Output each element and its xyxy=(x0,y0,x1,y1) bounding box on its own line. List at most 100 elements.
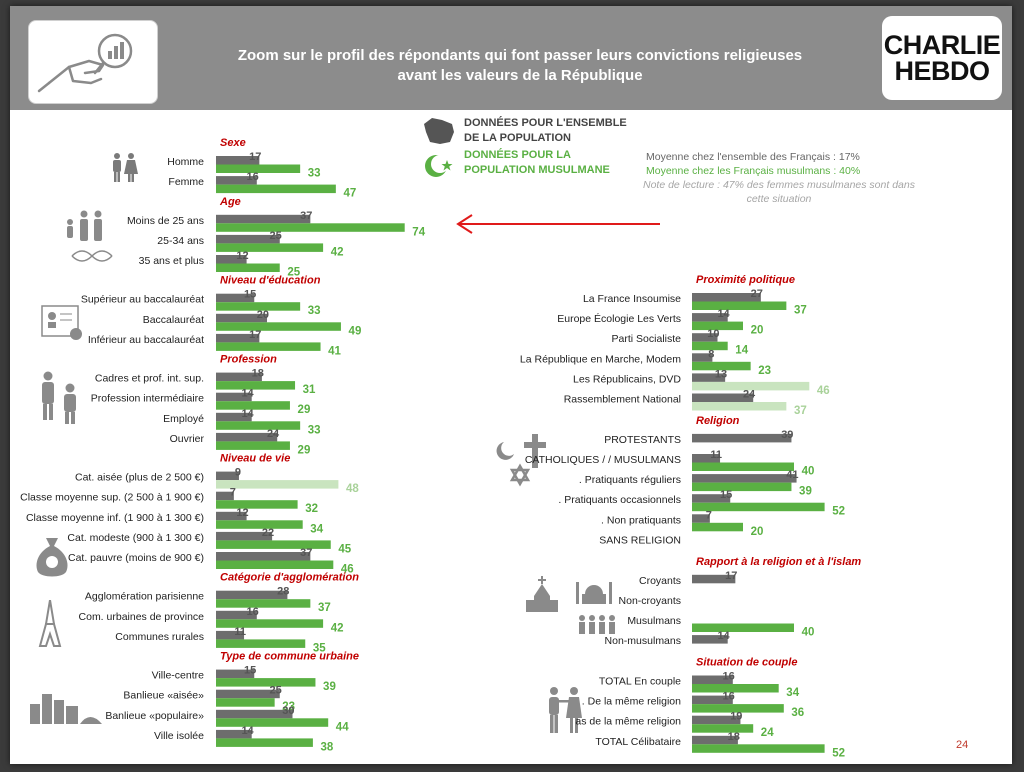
value-label-muslim: 37 xyxy=(794,305,807,317)
bar-all xyxy=(216,610,257,620)
value-label-muslim: 38 xyxy=(321,741,334,753)
section-title: Catégorie d'agglomération xyxy=(220,572,359,584)
value-label-muslim: 49 xyxy=(349,325,362,337)
bar-muslim xyxy=(216,540,331,549)
bar-all xyxy=(216,392,252,402)
row-label: Agglomération parisienne xyxy=(85,591,204,603)
bar-muslim xyxy=(216,599,311,608)
value-label-muslim: 14 xyxy=(735,345,748,357)
header-illustration xyxy=(28,20,158,104)
bar-muslim xyxy=(216,421,301,430)
value-label-muslim: 39 xyxy=(323,681,336,693)
section-title: Niveau d'éducation xyxy=(220,275,321,287)
bar-muslim xyxy=(216,381,296,390)
row-label: Supérieur au baccalauréat xyxy=(81,294,204,306)
legend-muslim: DONNÉES POUR LA POPULATION MUSULMANE xyxy=(464,148,610,178)
value-label-all: 15 xyxy=(244,665,256,677)
logo-text: CHARLIE HEBDO xyxy=(882,32,1002,85)
value-label-muslim: 33 xyxy=(308,424,321,436)
bar-all xyxy=(692,695,733,705)
bar-all xyxy=(216,669,255,679)
bar-muslim xyxy=(216,500,298,509)
value-label-muslim: 46 xyxy=(341,564,354,576)
bar-muslim xyxy=(692,381,810,391)
value-label-all: 17 xyxy=(725,570,737,582)
section-title: Sexe xyxy=(220,137,246,149)
row-label: Banlieue «aisée» xyxy=(123,690,204,702)
bar-muslim xyxy=(216,401,290,410)
section-title: Religion xyxy=(696,415,740,427)
row-label: Ville isolée xyxy=(154,730,204,742)
value-label-all: 25 xyxy=(270,685,282,697)
bar-all xyxy=(692,574,736,584)
bar-all xyxy=(216,729,252,739)
row-label: 25-34 ans xyxy=(157,235,204,247)
value-label-muslim: 37 xyxy=(318,602,331,614)
bar-muslim xyxy=(692,724,754,733)
row-label: Rassemblement National xyxy=(564,394,681,406)
bar-chart: Sexe Homme 17 33 Femme 16 47 Age Moins de 25 ans… xyxy=(20,137,861,759)
row-label: La République en Marche, Modem xyxy=(520,353,681,365)
bar-all xyxy=(216,234,280,244)
value-label-all: 37 xyxy=(300,547,312,559)
value-label-all: 16 xyxy=(723,671,735,683)
row-label: Profession intermédiaire xyxy=(91,393,204,405)
bar-muslim xyxy=(692,522,743,532)
value-label-all: 15 xyxy=(244,289,256,301)
row-label: as de la même religion xyxy=(575,716,681,728)
bar-all xyxy=(692,474,797,483)
value-label-muslim: 37 xyxy=(794,405,807,417)
value-label-muslim: 20 xyxy=(751,526,764,538)
bar-all xyxy=(692,393,754,402)
bar-all xyxy=(216,255,247,264)
section-title: Situation de couple xyxy=(696,657,797,669)
bar-all xyxy=(216,552,311,561)
row-label: Non-musulmans xyxy=(605,635,681,647)
religious-symbols-icon xyxy=(496,434,546,487)
family-dna-icon xyxy=(67,210,113,262)
row-label: 35 ans et plus xyxy=(139,255,204,267)
value-label-muslim: 36 xyxy=(791,707,804,719)
bar-muslim xyxy=(216,619,324,628)
value-label-all: 16 xyxy=(247,171,259,183)
value-label-all: 12 xyxy=(236,507,248,519)
section-title: Age xyxy=(219,196,241,208)
value-label-all: 16 xyxy=(247,606,259,618)
bar-all xyxy=(216,491,234,501)
diploma-icon xyxy=(41,305,82,340)
bar-muslim xyxy=(216,164,301,173)
bar-all xyxy=(216,214,311,224)
row-label: SANS RELIGION xyxy=(599,534,681,546)
money-bag-icon xyxy=(36,538,68,577)
value-label-muslim: 52 xyxy=(832,747,845,759)
value-label-all: 37 xyxy=(300,210,312,222)
bar-all xyxy=(216,471,239,481)
bar-muslim xyxy=(692,623,794,632)
eiffel-tower-icon xyxy=(38,600,62,647)
row-label: Classe moyenne sup. (2 500 à 1 900 €) xyxy=(20,492,204,504)
value-label-all: 28 xyxy=(277,586,289,598)
value-label-all: 18 xyxy=(252,368,264,380)
value-label-all: 22 xyxy=(262,527,274,539)
value-label-all: 30 xyxy=(282,705,294,717)
row-label: Non-croyants xyxy=(619,595,681,607)
page-title: Zoom sur le profil des répondants qui fo… xyxy=(160,46,880,86)
row-label: La France Insoumise xyxy=(583,293,681,305)
value-label-all: 14 xyxy=(241,725,254,737)
bar-all xyxy=(692,353,713,362)
bar-all xyxy=(216,412,252,422)
bar-muslim xyxy=(692,482,792,492)
value-label-all: 14 xyxy=(717,308,730,320)
hand-magnifier-icon xyxy=(37,33,133,93)
row-label: Baccalauréat xyxy=(143,314,204,326)
bar-all xyxy=(692,735,738,745)
value-label-muslim: 23 xyxy=(758,365,771,377)
bar-muslim xyxy=(216,738,313,747)
value-label-all: 7 xyxy=(706,509,712,521)
bar-muslim xyxy=(692,361,751,371)
row-label: Classe moyenne inf. (1 900 à 1 300 €) xyxy=(26,512,204,524)
row-label: Femme xyxy=(168,176,204,188)
bar-muslim xyxy=(692,402,787,411)
row-label: Les Républicains, DVD xyxy=(573,373,681,385)
value-label-all: 24 xyxy=(743,389,756,401)
